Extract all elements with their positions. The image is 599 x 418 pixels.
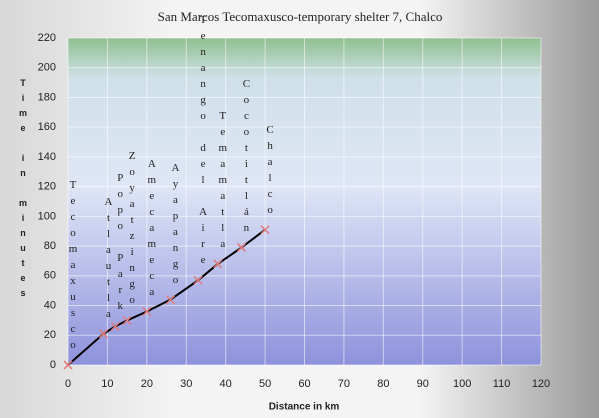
point-label: Zoyatzingo <box>126 150 139 311</box>
point-label: Chalco <box>264 123 277 220</box>
point-label: Tecomaxusco <box>67 179 79 355</box>
x-tick-label: 120 <box>532 378 550 390</box>
x-tick-label: 0 <box>65 378 71 390</box>
y-tick-label: 160 <box>38 121 56 133</box>
point-label: Ayapango <box>169 161 182 290</box>
y-tick-label: 220 <box>38 32 56 44</box>
x-tick-label: 110 <box>493 378 511 390</box>
y-tick-label: 60 <box>44 270 56 282</box>
y-tick-label: 20 <box>44 329 56 341</box>
marker <box>165 295 176 305</box>
x-tick-label: 50 <box>259 378 271 390</box>
point-label: Tenango del Aire <box>197 14 210 271</box>
y-tick-label: 100 <box>38 210 56 222</box>
point-label: Cocotitlán <box>240 77 253 238</box>
marker <box>213 259 223 269</box>
marker <box>63 360 73 370</box>
y-tick-label: 0 <box>50 359 56 371</box>
chart-title: San Marcos Tecomaxusco-temporary shelter… <box>158 9 443 24</box>
x-tick-label: 10 <box>101 378 113 390</box>
y-tick-label: 180 <box>38 91 56 103</box>
point-label: Atlautla <box>102 195 115 324</box>
line <box>67 228 266 366</box>
marker <box>193 275 203 285</box>
x-tick-label: 70 <box>338 378 350 390</box>
point-label: Amecameca <box>145 157 158 302</box>
x-tick-label: 20 <box>141 378 153 390</box>
y-tick-label: 140 <box>38 151 56 163</box>
x-tick-label: 80 <box>377 378 389 390</box>
marker <box>110 321 120 331</box>
marker <box>122 315 132 325</box>
marker <box>260 225 270 235</box>
marker <box>236 243 246 253</box>
marker <box>142 306 152 317</box>
y-tick-label: 120 <box>38 181 56 193</box>
x-tick-label: 60 <box>298 378 310 390</box>
x-tick-label: 40 <box>220 378 232 390</box>
y-tick-label: 80 <box>44 240 56 252</box>
marker <box>98 329 109 339</box>
x-tick-label: 90 <box>417 378 429 390</box>
y-tick-label: 40 <box>44 299 56 311</box>
x-axis-label: Distance in km <box>269 402 340 413</box>
y-axis-label: Time in minutes <box>18 78 28 303</box>
x-tick-label: 30 <box>180 378 192 390</box>
y-tick-label: 200 <box>38 62 56 74</box>
x-tick-label: 100 <box>453 378 471 390</box>
point-label: Temamatla <box>216 109 229 254</box>
point-label: Popo Park <box>114 172 127 317</box>
